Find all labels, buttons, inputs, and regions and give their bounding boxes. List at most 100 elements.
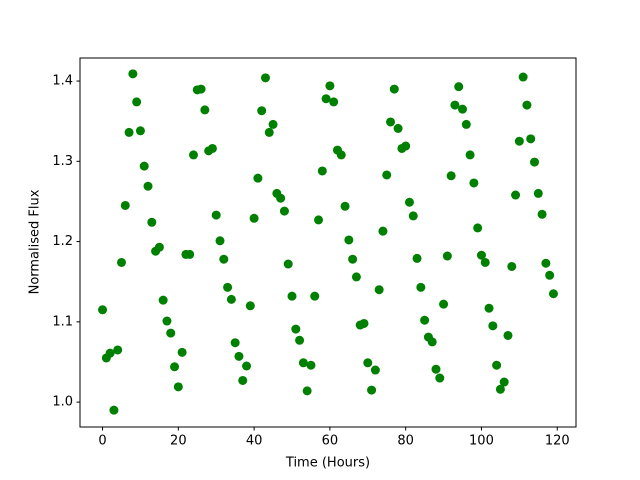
scatter-point (207, 143, 217, 153)
scatter-point (541, 258, 551, 268)
scatter-point (173, 382, 183, 392)
scatter-point (465, 150, 475, 160)
scatter-point (473, 223, 483, 233)
scatter-point (458, 104, 468, 114)
scatter-point (518, 72, 528, 82)
scatter-point (162, 316, 172, 326)
scatter-point (264, 127, 274, 137)
scatter-point (185, 249, 195, 259)
scatter-point (196, 84, 206, 94)
scatter-point (219, 254, 229, 264)
scatter-point (306, 360, 316, 370)
scatter-point (211, 210, 221, 220)
scatter-point (427, 337, 437, 347)
x-tick-label: 0 (98, 434, 106, 449)
scatter-point (492, 360, 502, 370)
scatter-point (170, 362, 180, 372)
y-tick-label: 1.1 (52, 314, 73, 329)
scatter-point (435, 373, 445, 383)
scatter-point (530, 157, 540, 167)
scatter-point (287, 291, 297, 301)
scatter-point (511, 190, 521, 200)
scatter-point (128, 69, 138, 79)
scatter-point (340, 201, 350, 211)
scatter-point (177, 347, 187, 357)
scatter-point (336, 150, 346, 160)
scatter-point (249, 213, 259, 223)
scatter-point (431, 364, 441, 374)
scatter-point (507, 261, 517, 271)
scatter-point (367, 385, 377, 395)
scatter-point (310, 291, 320, 301)
scatter-point (257, 106, 267, 116)
scatter-point (442, 251, 452, 261)
scatter-point (537, 209, 547, 219)
scatter-point (389, 84, 399, 94)
scatter-point (348, 254, 358, 264)
scatter-point (480, 257, 490, 267)
scatter-point (386, 117, 396, 127)
scatter-point (276, 193, 286, 203)
y-tick-label: 1.0 (52, 395, 73, 410)
scatter-point (215, 236, 225, 246)
scatter-point (408, 211, 418, 221)
scatter-point (548, 289, 558, 299)
y-tick-label: 1.4 (52, 74, 73, 89)
scatter-point (351, 272, 361, 282)
scatter-point (260, 73, 270, 83)
scatter-point (370, 365, 380, 375)
scatter-point (404, 197, 414, 207)
scatter-point (495, 384, 505, 394)
scatter-point (420, 315, 430, 325)
scatter-point (166, 328, 176, 338)
scatter-point (321, 94, 331, 104)
scatter-point (245, 301, 255, 311)
scatter-point (416, 282, 426, 292)
scatter-point (526, 134, 536, 144)
scatter-point (503, 330, 513, 340)
scatter-point (439, 299, 449, 309)
scatter-point (268, 119, 278, 129)
scatter-point (499, 377, 509, 387)
scatter-point (143, 181, 153, 191)
scatter-point (302, 386, 312, 396)
scatter-point (412, 253, 422, 263)
x-tick-label: 20 (170, 434, 187, 449)
scatter-point (154, 242, 164, 252)
scatter-point (363, 358, 373, 368)
scatter-point (242, 361, 252, 371)
x-tick-label: 80 (397, 434, 414, 449)
scatter-point (298, 358, 308, 368)
scatter-point (359, 318, 369, 328)
scatter-point (135, 126, 145, 136)
scatter-point (382, 170, 392, 180)
scatter-point (291, 324, 301, 334)
scatter-point (139, 161, 149, 171)
scatter-point (374, 285, 384, 295)
scatter-point (461, 119, 471, 129)
scatter-point (484, 303, 494, 313)
scatter-point (113, 345, 123, 355)
scatter-point (238, 375, 248, 385)
scatter-point (109, 405, 119, 415)
scatter-point (488, 321, 498, 331)
scatter-point (295, 335, 305, 345)
scatter-point (514, 136, 524, 146)
x-tick-label: 120 (545, 434, 570, 449)
scatter-point (223, 282, 233, 292)
scatter-point (132, 97, 142, 107)
scatter-point (450, 100, 460, 110)
scatter-point (124, 127, 134, 137)
scatter-point (522, 100, 532, 110)
scatter-point (230, 338, 240, 348)
y-axis-label: Normalised Flux (28, 189, 43, 294)
scatter-point (393, 123, 403, 133)
scatter-point (279, 206, 289, 216)
scatter-point (329, 97, 339, 107)
scatter-point (253, 173, 263, 183)
scatter-point (325, 81, 335, 91)
scatter-point (158, 295, 168, 305)
scatter-point (454, 82, 464, 92)
scatter-point (116, 257, 126, 267)
